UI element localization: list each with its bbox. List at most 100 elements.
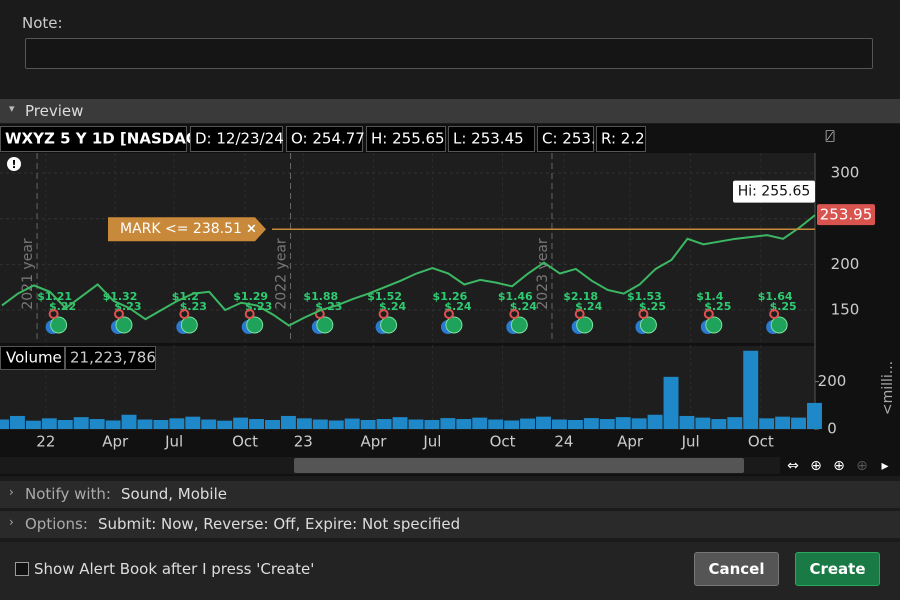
volume-bar [265, 419, 280, 429]
volume-bar [695, 417, 711, 429]
preview-bar[interactable]: ▾ Preview [0, 99, 900, 123]
volume-bar [344, 418, 360, 429]
tool-icon[interactable]: ⊕ [833, 458, 845, 474]
volume-label: Volume [6, 349, 62, 367]
note-input[interactable] [25, 38, 873, 69]
earnings-label: $1.4 [696, 290, 723, 303]
volume-bar [504, 420, 520, 429]
volume-bar [424, 419, 440, 429]
event-icon [769, 309, 780, 319]
year-label: 2022 year [274, 238, 290, 310]
event-icon [244, 309, 255, 319]
tool-icon[interactable]: ⊕ [810, 458, 822, 474]
header-box [537, 126, 594, 152]
event-icon [50, 316, 68, 334]
y-tick-label: 300 [831, 164, 860, 182]
volume-header [0, 346, 65, 370]
y-tick-label: 150 [831, 301, 860, 319]
quote-field: H: 255.65 [371, 130, 445, 148]
x-tick-label: Apr [617, 433, 644, 451]
volume-bar [536, 416, 551, 429]
create-button[interactable]: Create [795, 552, 880, 586]
event-icon [574, 309, 585, 319]
notify-value: Sound, Mobile [121, 485, 227, 503]
scroll-thumb[interactable] [294, 458, 744, 473]
alert-icon: ! [11, 158, 16, 171]
volume-bar [73, 417, 89, 429]
event-icon [180, 316, 198, 334]
event-icon [378, 309, 389, 319]
earnings-label: $2.18 [563, 290, 598, 303]
notify-label: Notify with: [25, 485, 111, 503]
draw-tool[interactable]: ⍁ [825, 127, 835, 146]
earnings-label: $1.52 [367, 290, 402, 303]
tool-icon[interactable]: ⊕ [856, 458, 868, 474]
volume-bar [551, 419, 567, 429]
volume-bar [376, 419, 392, 429]
event-icon [638, 309, 649, 319]
dividend-label: $.25 [639, 300, 666, 313]
volume-bar [328, 420, 344, 429]
volume-bar [583, 418, 599, 429]
checkbox[interactable] [15, 562, 29, 576]
last-price-box [817, 204, 875, 226]
volume-bar [456, 419, 472, 429]
options-value: Submit: Now, Reverse: Off, Expire: Not s… [98, 515, 461, 533]
volume-header [65, 346, 156, 370]
volume-bar [217, 420, 233, 429]
dividend-label: $.24 [510, 300, 537, 313]
earnings-label: $1.26 [433, 290, 468, 303]
earnings-label: $1.53 [627, 290, 662, 303]
tool-icon[interactable]: ⇔ [787, 458, 799, 474]
volume-bar [791, 417, 807, 429]
earnings-label: $1.64 [758, 290, 793, 303]
volume-bar [663, 376, 679, 429]
x-tick-label: 24 [554, 433, 573, 451]
volume-tick-label: 0 [827, 420, 837, 438]
volume-bar [488, 419, 504, 429]
volume-bar [9, 415, 25, 429]
header-box [366, 126, 446, 152]
volume-bar [727, 417, 743, 429]
volume-bar [567, 419, 583, 429]
volume-bar [105, 420, 121, 429]
checkbox-label[interactable]: Show Alert Book after I press 'Create' [34, 560, 315, 578]
event-icon [576, 316, 594, 334]
tool-icon[interactable]: ▸ [881, 458, 888, 474]
alert-icon [7, 157, 21, 171]
volume-bar [233, 417, 249, 429]
volume-bar [599, 419, 615, 429]
earnings-label: $1.46 [498, 290, 533, 303]
event-icon [115, 316, 133, 334]
quote-field: D: 12/23/24 [195, 130, 284, 148]
event-icon [113, 309, 124, 319]
x-tick-label: Jul [164, 433, 183, 451]
x-tick-label: Jul [422, 433, 441, 451]
volume-bar [280, 415, 296, 429]
header-box [596, 126, 646, 152]
volume-total: 21,223,786 [70, 349, 156, 367]
volume-bar [711, 419, 727, 429]
options-label: Options: [25, 515, 88, 533]
dividend-label: $.22 [49, 300, 76, 313]
volume-bar [392, 417, 408, 429]
cancel-button[interactable]: Cancel [694, 552, 779, 586]
dividend-label: $.24 [575, 300, 602, 313]
mark-tag [108, 217, 266, 242]
notify-row[interactable]: › Notify with: Sound, Mobile [0, 481, 900, 508]
options-row[interactable]: › Options: Submit: Now, Reverse: Off, Ex… [0, 511, 900, 538]
y-tick-label: 200 [831, 255, 860, 273]
dividend-label: $.23 [180, 300, 207, 313]
mark-label: MARK <= 238.51 [120, 221, 242, 237]
event-icon [703, 309, 714, 319]
volume-bar [296, 418, 312, 429]
volume-bar [631, 418, 647, 429]
volume-bar [472, 417, 488, 429]
volume-bar [89, 419, 105, 429]
volume-bar [312, 419, 328, 429]
x-tick-label: Apr [102, 433, 129, 451]
volume-bar [41, 418, 57, 429]
volume-bar [647, 414, 663, 429]
event-icon [770, 316, 788, 334]
volume-bar [153, 419, 169, 429]
